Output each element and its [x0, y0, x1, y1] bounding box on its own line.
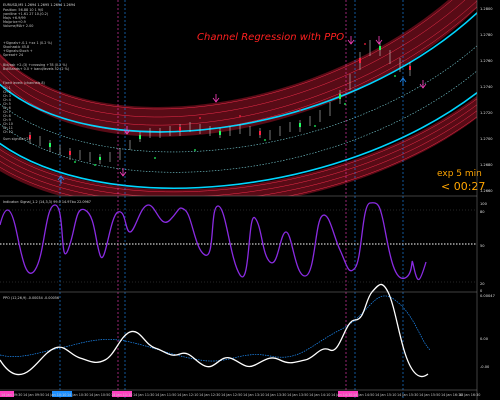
candle-bodies: [29, 46, 411, 160]
time-tick: 14 Jan 12:50: [221, 393, 242, 397]
price-tick: 1.2720: [480, 111, 493, 115]
signal-arrows: [57, 36, 427, 184]
level-item: Ch 11: [3, 126, 13, 130]
levels-title: Fixed levels (channels 8): [3, 81, 46, 85]
time-tick: 14 Jan 13:10: [243, 393, 264, 397]
level-item: Ch 7: [3, 110, 11, 114]
price-tick: 1.2680: [480, 163, 493, 167]
signal-dots: [74, 43, 396, 166]
price-tick: 1.2780: [480, 33, 493, 37]
chart-title: Channel Regression with PPO: [197, 32, 344, 43]
time-highlight: [52, 391, 72, 397]
time-tick: 14 Jan 15:30: [397, 393, 418, 397]
level-item: Ch 3: [3, 94, 11, 98]
time-tick: 14 Jan 12:30: [199, 393, 220, 397]
level-item: Ch 4: [3, 98, 11, 102]
time-tick: 14 Jan 15:10: [375, 393, 396, 397]
main-header: EURUSD,M5 1.2694 1.2695 1.2694 1.2694: [3, 3, 75, 7]
osc-tick: 80: [480, 210, 485, 214]
channel-inner-upper: [0, 11, 477, 133]
time-tick: 14 Jan 13:50: [287, 393, 308, 397]
info2-line-3: +Signals:Stoch +: [3, 49, 33, 53]
time-axis: 14 Jan 09:30 14 Jan 09:50 14 Jan 10:10 1…: [0, 389, 480, 397]
info-line-1: Position: 56.88 10 1 9/0: [3, 8, 43, 12]
time-tick: 14 Jan 15:50: [419, 393, 440, 397]
time-tick: 14 Jan 09:30: [1, 393, 22, 397]
time-highlight: [0, 391, 14, 397]
price-tick: 1.2700: [480, 137, 493, 141]
sum-signals: Sum signals+21: [3, 137, 31, 141]
time-tick: 14 Jan 13:30: [265, 393, 286, 397]
time-highlight: [338, 391, 358, 397]
oscillator-line: [0, 202, 427, 280]
info2-line-2: Stochastic 45.8: [3, 45, 29, 49]
oscillator-panel: Indicator: Signal_1.2 (14,3,3) 99.0 14.9…: [0, 195, 488, 293]
time-tick: 14 Jan 11:30: [133, 393, 154, 397]
info-line-3: Ma/s +6.9/99: [3, 16, 26, 20]
level-item: Ch 2: [3, 90, 11, 94]
info3-line-1: Bid/ask +2.(3) +crossing +78 (0.2 %): [3, 63, 68, 67]
channel-midline-1: [0, 45, 477, 153]
level-item: Ch 9: [3, 118, 11, 122]
price-tick: 1.2760: [480, 59, 493, 63]
time-tick: 14 Jan 14:50: [353, 393, 374, 397]
ppo-header: PPO (12,26,9) -0.00034 -0.00056: [3, 296, 59, 300]
level-item: Ch 5: [3, 102, 11, 106]
level-item: Ch 6: [3, 106, 11, 110]
channel-midline-2: [0, 70, 477, 173]
regression-channel: [0, 0, 477, 196]
time-tick: 14 Jan 14:10: [309, 393, 330, 397]
price-tick: 1.2740: [480, 85, 493, 89]
info2-line-4: Spread+ 24: [3, 53, 23, 57]
level-item: Ch 10: [3, 122, 13, 126]
info2-line-1: +Signals+-0.1 +xx 1 (0.2 %): [3, 41, 53, 45]
time-tick: 14 Jan 16:10: [441, 393, 462, 397]
info-line-4: Ma/price+0.9: [3, 20, 26, 24]
channel-inner-lower: [0, 91, 477, 189]
time-tick: 14 Jan 12:10: [177, 393, 198, 397]
osc-tick: 100: [480, 202, 488, 206]
info3-line-2: BollBands+ 0.0 + band/levels 52 (2 %): [3, 67, 70, 71]
ppo-tick: 0.00047: [480, 294, 495, 298]
time-tick: 14 Jan 11:10: [111, 393, 132, 397]
price-axis: 1.2800 1.2780 1.2760 1.2740 1.2720 1.270…: [476, 0, 493, 400]
expiry-label: exp 5 min: [437, 169, 482, 179]
osc-tick: 0: [480, 289, 483, 293]
ppo-main-line: [0, 283, 429, 378]
channel-lower-band: [0, 96, 477, 196]
price-tick: 1.2800: [480, 7, 493, 11]
ppo-panel: PPO (12,26,9) -0.00034 -0.00056 0.00047 …: [0, 283, 495, 378]
time-tick: 14 Jan 09:50: [23, 393, 44, 397]
time-tick: 14 Jan 11:50: [155, 393, 176, 397]
level-item: Ch 1: [3, 86, 11, 90]
oscillator-header: Indicator: Signal_1.2 (14,3,3) 99.0 14.9…: [3, 200, 91, 204]
time-tick: 14 Jan 16:30: [459, 393, 480, 397]
info-line-2: yardline +1.61 27 10.(0.2): [3, 12, 49, 16]
time-tick: 14 Jan 14:30: [331, 393, 352, 397]
levels-list: Ch 1 Ch 2 Ch 3 Ch 4 Ch 5 Ch 6 Ch 7 Ch 8 …: [3, 86, 13, 134]
time-tick: 14 Jan 10:30: [67, 393, 88, 397]
ppo-tick: 0.00: [480, 337, 489, 341]
level-item: Ch 12: [3, 130, 13, 134]
level-item: Ch 8: [3, 114, 11, 118]
time-tick: 14 Jan 10:50: [89, 393, 110, 397]
osc-tick: 50: [480, 244, 485, 248]
ppo-tick: -0.00: [480, 365, 490, 369]
info-line-5: Volume/MA+ 2.00: [3, 24, 33, 28]
time-tick: 14 Jan 10:10: [45, 393, 66, 397]
osc-tick: 20: [480, 282, 485, 286]
price-tick: 1.2660: [480, 189, 493, 193]
session-markers: [59, 0, 404, 400]
time-highlight: [112, 391, 132, 397]
countdown-timer: < 00:27: [441, 180, 485, 193]
